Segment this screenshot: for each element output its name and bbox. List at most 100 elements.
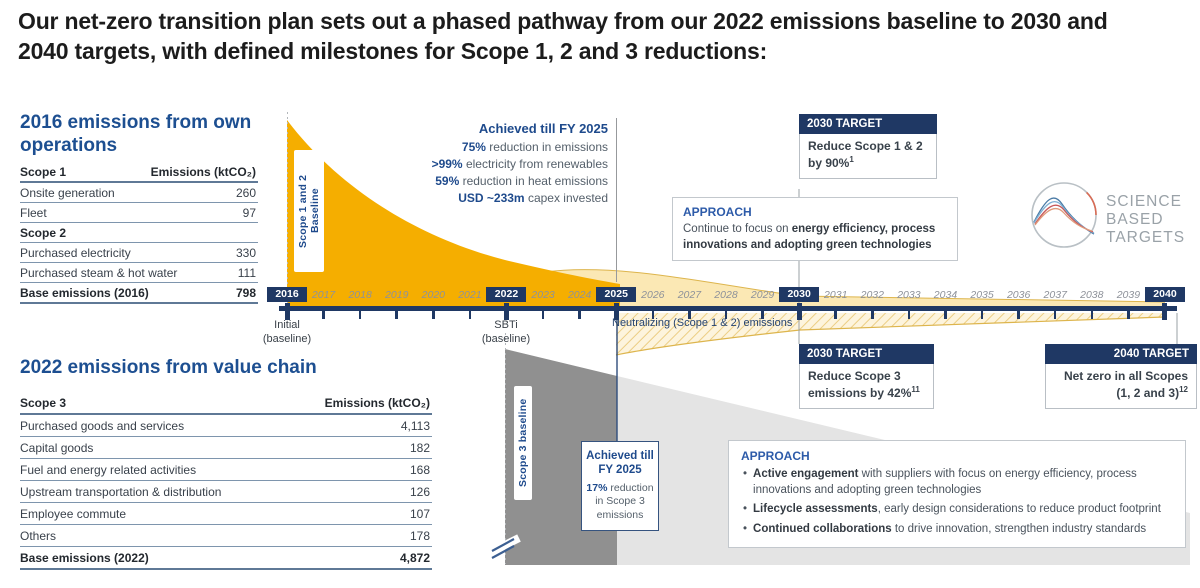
year-label: 2033 [897,289,921,301]
row-value: 168 [409,463,430,477]
approach-box-scope3: APPROACH • Active engagement with supplie… [728,440,1186,549]
year-milestone: 2040 [1144,287,1185,302]
initial-baseline-label: Initial (baseline) [262,319,312,345]
table-row: Fuel and energy related activities 168 [20,459,432,481]
row-label: Capital goods [20,441,94,455]
axis-tick [834,311,837,319]
row-label: Purchased steam & hot water [20,266,178,280]
year-milestone: 2016 [267,287,307,302]
axis-tick [907,311,911,319]
row-label: Fleet [20,206,47,220]
year-label: 2036 [1006,289,1031,301]
year-label: 2017 [311,289,336,301]
table-row: Scope 2 [20,223,258,243]
footnote-marker: 12 [1179,384,1188,394]
achieved-title: Achieved till FY 2025 [586,450,654,477]
table-row: Purchased electricity 330 [20,243,258,263]
year-label: 2028 [714,289,738,301]
table-heading-value-chain: 2022 emissions from value chain [20,357,317,378]
footnote-marker: 11 [911,384,920,394]
table-row: Fleet 97 [20,203,258,223]
axis-break-icon [491,545,515,559]
table-heading-own-operations: 2016 emissions from own operations [20,112,252,156]
logo-text: BASED [1106,211,1164,228]
year-label: 2020 [421,289,445,301]
target-body: Reduce Scope 1 & 2 by 90%1 [800,134,936,178]
year-label: 2026 [641,289,665,301]
achieved-scope3-box: Achieved till FY 2025 17% reduction in S… [581,441,659,531]
row-label: Scope 2 [20,226,67,240]
footnote-marker: 1 [849,154,854,164]
scope3-baseline-label: Scope 3 baseline [514,386,532,500]
approach-bullet: • Lifecycle assessments, early design con… [741,502,1173,518]
year-label: 2035 [970,289,994,301]
year-milestone: 2030 [779,287,820,302]
axis-tick [944,311,947,319]
year-label: 2031 [824,289,848,301]
achievement-line: >99% electricity from renewables [431,157,608,171]
target-box-2040-netzero: 2040 TARGET Net zero in all Scopes (1, 2… [1045,344,1197,410]
table-row: Onsite generation 260 [20,183,258,203]
row-label: Scope 3 [20,396,67,410]
scope12-residual-edge [544,269,1166,303]
target-header: 2030 TARGET [799,344,934,364]
table-row: Base emissions (2016) 798 [20,283,258,304]
year-milestone: 2022 [486,287,527,302]
year-label: 2032 [860,289,884,301]
logo-text: SCIENCE [1106,193,1182,210]
timeline-axis [279,306,1177,311]
year-milestone: 2025 [596,287,637,302]
row-label: Base emissions (2022) [20,551,149,565]
row-value: 126 [409,485,430,499]
year-label: 2019 [385,289,409,301]
axis-tick [980,311,984,319]
axis-tick [395,311,398,319]
axis-tick [871,311,874,319]
row-label: Others [20,529,57,543]
year-label: 2034 [933,289,958,301]
row-value: 330 [235,246,256,260]
neutralizing-label: Neutralizing (Scope 1 & 2) emissions [612,317,793,329]
approach-strong: energy efficiency, process innovations a… [683,223,936,251]
year-label: 2023 [531,289,555,301]
row-value: 178 [409,529,430,543]
axis-tick [468,311,472,319]
scope12-baseline-label: Scope 1 and 2 Baseline [294,150,324,272]
achieved-strong: 17% [586,481,608,494]
approach-bullet: • Active engagement with suppliers with f… [741,467,1173,498]
year-label: 2037 [1043,289,1067,301]
year-label: 2018 [348,289,372,301]
axis-tick [432,311,435,319]
row-label: Employee commute [20,507,127,521]
logo-wave-icon [1034,207,1093,232]
axis-tick [322,311,325,319]
target-header: 2040 TARGET [1045,344,1197,364]
table-row: Others 178 [20,525,432,547]
approach-text: Continue to focus on energy efficiency, … [683,222,947,253]
bullet-icon: • [743,522,748,535]
approach-title: APPROACH [741,449,810,463]
achieved-rest: reduction in Scope 3 emissions [595,481,654,522]
target-body: Reduce Scope 3 emissions by 42%11 [800,364,933,408]
approach-bullets: • Active engagement with suppliers with f… [741,467,1173,537]
row-value: 111 [237,266,256,280]
axis-break-icon [491,538,515,552]
row-value: Emissions (ktCO₂) [150,165,256,179]
axis-tick [358,311,362,319]
row-value: 4,872 [399,551,430,565]
table-row: Purchased goods and services 4,113 [20,415,432,437]
target-header: 2030 TARGET [799,114,937,134]
logo-text: TARGETS [1106,229,1185,246]
row-value: 4,113 [400,419,430,433]
target-box-2030-scope12: 2030 TARGET Reduce Scope 1 & 2 by 90%1 [799,114,937,180]
row-label: Purchased electricity [20,246,131,260]
row-value: 97 [242,206,256,220]
row-label: Scope 1 [20,165,67,179]
approach-box-scope12: APPROACH Continue to focus on energy eff… [672,197,958,262]
target-body: Net zero in all Scopes (1, 2 and 3)12 [1046,364,1196,408]
achievement-line: USD ~233m capex invested [458,191,608,205]
sbti-baseline-label: SBTi (baseline) [481,319,531,345]
approach-lead: Continue to focus on [683,223,792,235]
table-row: Employee commute 107 [20,503,432,525]
